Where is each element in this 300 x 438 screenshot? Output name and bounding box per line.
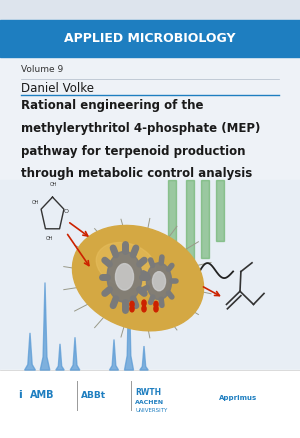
Bar [0, 20, 300, 57]
Circle shape [142, 300, 146, 306]
Circle shape [154, 301, 158, 307]
Text: Rational engineering of the: Rational engineering of the [21, 99, 203, 112]
Circle shape [152, 272, 166, 291]
Text: Volume 9: Volume 9 [21, 65, 63, 74]
Text: pathway for terpenoid production: pathway for terpenoid production [21, 145, 245, 158]
Text: ABBt: ABBt [81, 391, 106, 399]
Circle shape [107, 251, 142, 302]
Text: methylerythritol 4-phosphate (MEP): methylerythritol 4-phosphate (MEP) [21, 122, 260, 135]
Circle shape [130, 301, 134, 307]
Polygon shape [70, 337, 80, 370]
Polygon shape [140, 346, 148, 370]
Polygon shape [56, 344, 64, 370]
Circle shape [130, 306, 134, 312]
Bar [201, 180, 208, 258]
Circle shape [116, 264, 134, 290]
Text: through metabolic control analysis: through metabolic control analysis [21, 167, 252, 180]
Polygon shape [25, 333, 35, 370]
Text: AMB: AMB [30, 390, 55, 400]
Text: O: O [64, 208, 68, 214]
Circle shape [146, 263, 172, 300]
Ellipse shape [73, 226, 203, 331]
Polygon shape [40, 283, 50, 370]
Text: Apprimus: Apprimus [219, 395, 257, 401]
Bar [168, 180, 176, 267]
Text: Daniel Volke: Daniel Volke [21, 82, 94, 95]
Text: UNIVERSITY: UNIVERSITY [135, 408, 167, 413]
Polygon shape [124, 274, 134, 370]
Bar [0, 180, 300, 370]
Text: OH: OH [32, 200, 40, 205]
Bar [216, 180, 224, 241]
Text: OH: OH [50, 182, 58, 187]
Circle shape [154, 306, 158, 312]
Circle shape [142, 306, 146, 312]
Ellipse shape [96, 243, 156, 287]
Text: i: i [18, 390, 22, 400]
Text: OH: OH [46, 236, 53, 241]
Polygon shape [110, 339, 118, 370]
Text: RWTH: RWTH [135, 388, 161, 396]
Bar [0, 370, 300, 438]
Bar [0, 0, 300, 20]
Text: APPLIED MICROBIOLOGY: APPLIED MICROBIOLOGY [64, 32, 236, 45]
Bar [186, 180, 194, 276]
Text: AACHEN: AACHEN [135, 399, 164, 405]
